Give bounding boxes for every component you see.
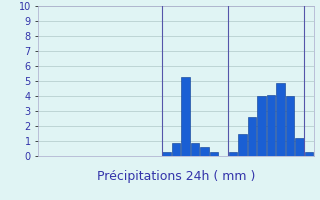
- Bar: [181, 76, 190, 156]
- Bar: [267, 95, 275, 156]
- Bar: [172, 143, 180, 156]
- Bar: [238, 134, 247, 156]
- Bar: [276, 82, 285, 156]
- Bar: [229, 152, 237, 156]
- Bar: [191, 142, 199, 156]
- Bar: [210, 152, 218, 156]
- Bar: [305, 152, 313, 156]
- Bar: [295, 138, 304, 156]
- Bar: [162, 152, 171, 156]
- Bar: [200, 147, 209, 156]
- Bar: [286, 96, 294, 156]
- X-axis label: Précipitations 24h ( mm ): Précipitations 24h ( mm ): [97, 170, 255, 183]
- Bar: [248, 117, 256, 156]
- Bar: [257, 96, 266, 156]
